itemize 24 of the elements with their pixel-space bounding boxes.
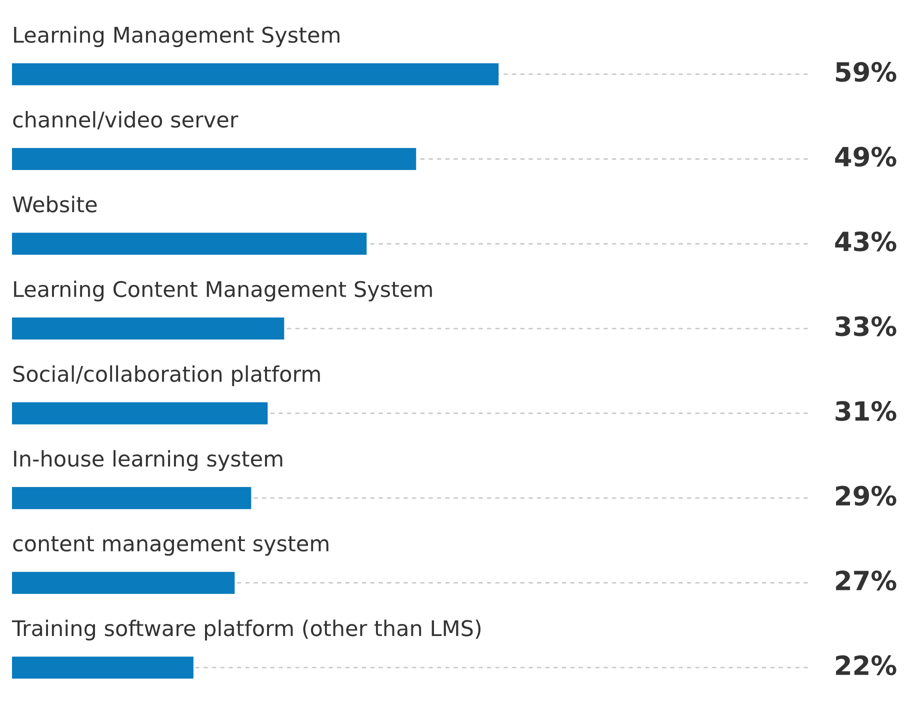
bar [12,148,416,170]
bar [12,63,499,86]
y-tick-label: content management system [13,536,328,556]
y-tick-label: Training software platform (other than LMS) [12,620,481,640]
y-tick-label: Social/collaboration platform [13,365,320,386]
data-label: 33% [836,316,896,336]
data-label: 59% [836,62,896,82]
bar [12,572,235,594]
y-tick-label: In-house learning system [14,450,282,471]
data-label: 31% [836,401,896,421]
y-tick-label: Website [12,196,97,212]
bar [12,487,252,510]
data-label: 22% [836,655,896,676]
y-tick-label: channel/video server [13,111,238,130]
data-label: 27% [836,570,896,590]
data-label: 49% [835,146,896,167]
bar [12,232,367,255]
y-tick-label: Learning Management System [14,26,340,48]
bar [12,318,284,340]
bar [12,402,268,424]
data-label: 29% [836,486,896,506]
bar [12,656,194,679]
y-tick-label: Learning Content Management System [14,280,432,302]
data-label: 43% [835,231,896,252]
